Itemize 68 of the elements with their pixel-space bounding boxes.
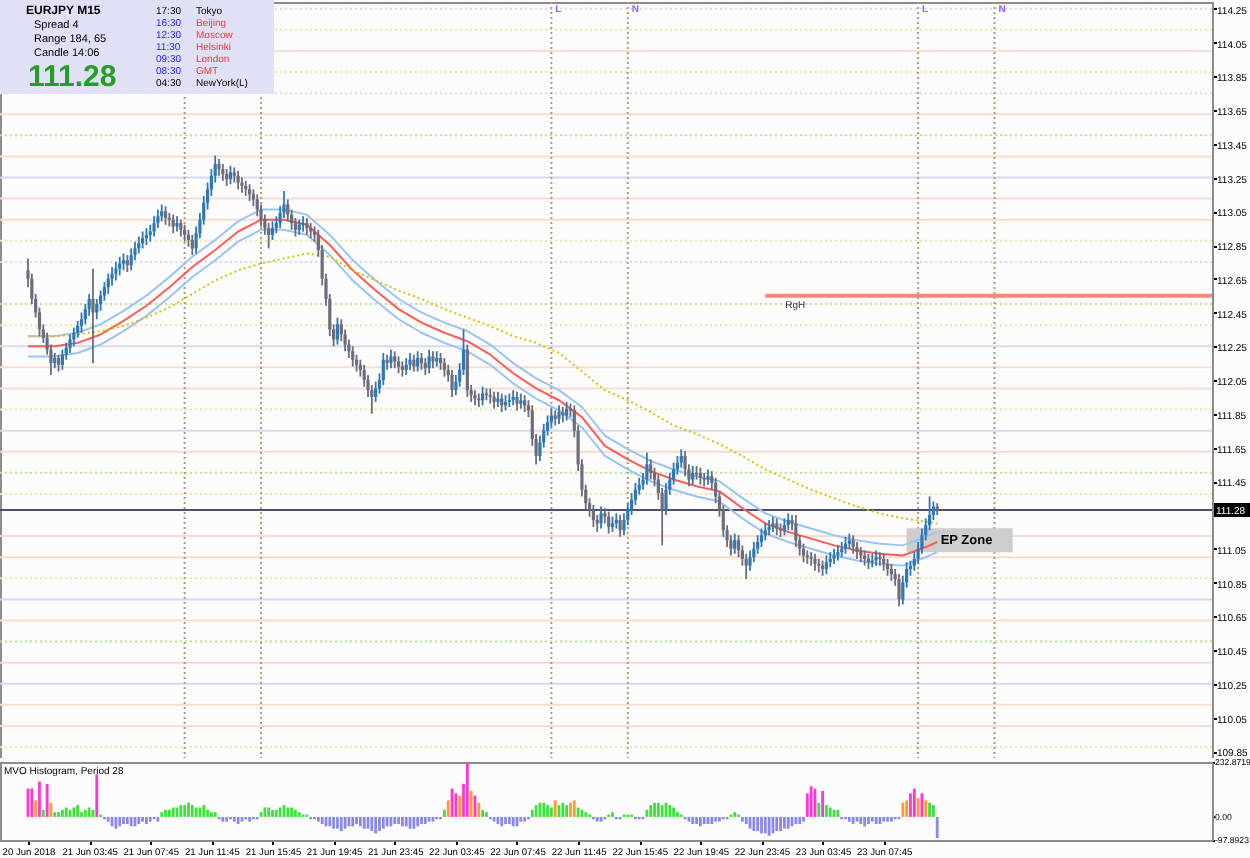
candlestick xyxy=(381,352,385,386)
candlestick xyxy=(60,348,64,371)
candlestick xyxy=(824,554,829,575)
candlestick xyxy=(557,404,561,425)
candlestick xyxy=(286,198,290,223)
candlestick xyxy=(599,505,603,530)
candlestick xyxy=(549,407,553,429)
candlestick xyxy=(228,164,233,186)
candlestick xyxy=(114,260,118,282)
candlestick xyxy=(756,534,760,555)
candlestick xyxy=(801,542,806,564)
candlestick xyxy=(607,510,611,535)
candlestick xyxy=(267,222,271,250)
candlestick xyxy=(733,532,737,555)
candlestick xyxy=(515,390,519,412)
candlestick xyxy=(255,193,259,218)
candlestick xyxy=(442,357,447,378)
candlestick xyxy=(351,345,355,368)
candlestick xyxy=(293,217,298,238)
candlestick xyxy=(79,311,84,334)
candlestick xyxy=(72,326,76,348)
candlestick xyxy=(118,255,122,277)
candlestick xyxy=(748,549,752,572)
candlestick xyxy=(817,557,821,574)
candlestick xyxy=(645,451,649,486)
candlestick xyxy=(809,551,813,567)
candlestick xyxy=(794,514,798,548)
candlestick xyxy=(152,215,156,238)
candlestick xyxy=(301,215,305,233)
candlestick xyxy=(133,240,137,262)
candlestick xyxy=(236,169,240,191)
candlestick xyxy=(450,368,454,398)
candlestick xyxy=(649,458,653,481)
candlestick xyxy=(416,350,420,373)
candlestick xyxy=(702,471,706,488)
candlestick xyxy=(878,551,882,567)
candlestick xyxy=(851,534,855,555)
line-series xyxy=(27,252,939,525)
candlestick xyxy=(87,293,91,317)
candlestick xyxy=(110,266,114,287)
candlestick xyxy=(129,247,133,272)
candlestick xyxy=(683,449,687,478)
candlestick xyxy=(389,348,393,370)
candlestick xyxy=(68,333,72,354)
candlestick xyxy=(270,220,275,241)
candlestick xyxy=(591,503,595,528)
candlestick xyxy=(339,318,343,343)
candlestick xyxy=(488,387,492,405)
candlestick xyxy=(618,514,622,538)
candlestick xyxy=(927,495,932,532)
candlestick xyxy=(335,316,340,346)
candlestick xyxy=(465,343,469,398)
candlestick xyxy=(167,212,171,228)
candlestick xyxy=(427,348,431,375)
candlestick xyxy=(691,465,695,486)
candlestick xyxy=(759,527,764,548)
candlestick xyxy=(736,534,741,559)
candlestick xyxy=(91,267,95,365)
candlestick xyxy=(95,298,99,321)
annotation: 111.28 xyxy=(28,60,117,94)
candlestick xyxy=(175,215,179,233)
candlestick xyxy=(744,552,748,581)
candlestick xyxy=(156,208,160,230)
candlestick xyxy=(163,205,168,226)
candlestick xyxy=(507,392,511,408)
candlestick xyxy=(897,573,901,608)
candlestick xyxy=(374,380,378,403)
candlestick xyxy=(679,448,683,469)
